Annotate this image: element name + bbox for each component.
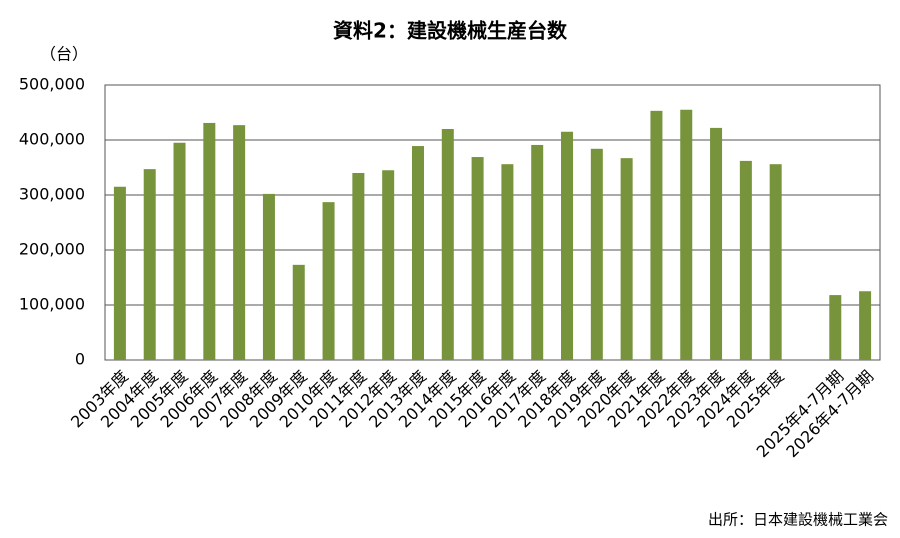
- bar: [173, 142, 186, 360]
- plot-frame: [104, 84, 881, 361]
- bar: [650, 110, 663, 360]
- bar: [859, 291, 872, 360]
- bar: [829, 295, 842, 360]
- y-tick-label: 500,000: [19, 75, 85, 94]
- y-tick-label: 200,000: [19, 240, 85, 259]
- y-unit-label: （台）: [40, 45, 88, 64]
- bar: [501, 164, 514, 360]
- bar: [292, 264, 305, 360]
- bar: [739, 160, 752, 360]
- bar: [382, 170, 395, 360]
- y-tick-label: 400,000: [19, 130, 85, 149]
- bar: [352, 173, 365, 360]
- bar: [233, 125, 246, 361]
- y-tick-label: 300,000: [19, 185, 85, 204]
- chart-title: 資料2：建設機械生産台数: [333, 19, 568, 43]
- bar: [769, 164, 782, 360]
- bar: [322, 202, 335, 360]
- y-tick-label: 0: [75, 350, 85, 369]
- bar: [531, 144, 544, 360]
- bar: [411, 146, 424, 360]
- bar: [113, 186, 126, 360]
- bar: [441, 129, 454, 360]
- bar: [143, 169, 156, 360]
- bar: [471, 157, 484, 360]
- source-note: 出所：日本建設機械工業会: [708, 511, 888, 529]
- bar: [262, 193, 275, 360]
- bar: [620, 158, 633, 360]
- bar: [203, 122, 216, 360]
- y-tick-label: 100,000: [19, 295, 85, 314]
- bar: [680, 109, 693, 360]
- bar: [590, 148, 603, 360]
- bar: [710, 127, 723, 361]
- bar: [561, 131, 574, 360]
